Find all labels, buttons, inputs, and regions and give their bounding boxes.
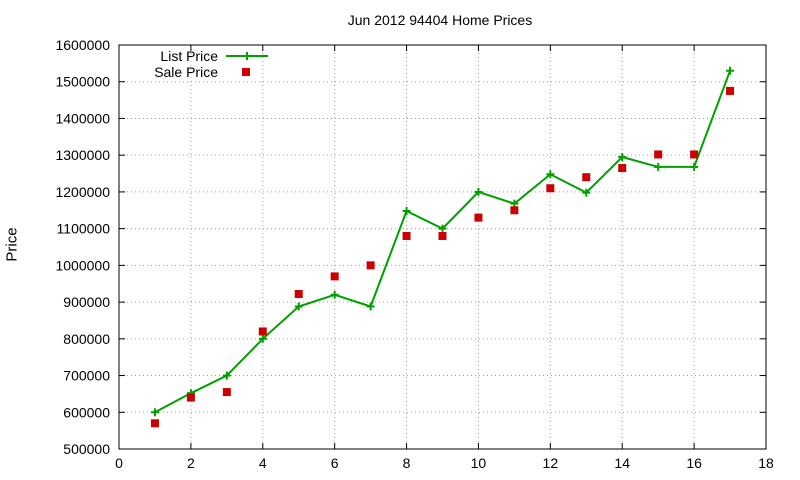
list-price-point [474,187,483,196]
sale-price-point [690,150,699,159]
chart-title: Jun 2012 94404 Home Prices [347,12,533,28]
sale-price-point [258,327,267,336]
y-tick-label: 1400000 [55,110,110,126]
x-tick-label: 10 [471,455,487,471]
sale-price-point [402,231,411,240]
sale-price-point [654,150,663,159]
sale-price-point [186,393,195,402]
list-price-point [618,153,627,162]
sale-price-point [294,290,303,299]
grid [119,45,766,449]
list-price-point [330,290,339,299]
legend-label: List Price [160,48,218,64]
sale-price-point [438,231,447,240]
legend-label: Sale Price [154,64,218,80]
y-tick-label: 500000 [63,441,110,457]
x-tick-label: 16 [686,455,702,471]
sale-price-point [726,86,735,95]
list-price-point [690,162,699,171]
list-price-point [402,207,411,216]
x-tick-label: 4 [259,455,267,471]
list-price-point [582,188,591,197]
x-tick-label: 2 [187,455,195,471]
y-tick-label: 1500000 [55,74,110,90]
y-tick-label: 1100000 [57,221,111,237]
y-tick-label: 1000000 [55,257,110,273]
sale-price-point [330,272,339,281]
sale-price-point [150,419,159,428]
legend-square-swatch [242,68,250,76]
y-tick-label: 900000 [63,294,110,310]
sale-price-point [510,206,519,215]
list-price-point [726,66,735,75]
list-price-point [654,162,663,171]
sale-price-point [618,164,627,173]
sale-price-point [474,213,483,222]
sale-price-point [546,184,555,193]
sale-price-point [582,173,591,182]
x-tick-label: 12 [543,455,559,471]
x-tick-label: 0 [115,455,123,471]
list-price-point [438,224,447,233]
list-price-point [294,302,303,311]
y-tick-label: 700000 [63,368,110,384]
y-tick-label: 600000 [63,404,110,420]
x-tick-label: 6 [331,455,339,471]
list-price-point [366,302,375,311]
series [150,66,735,428]
list-price-point [546,170,555,179]
y-tick-label: 800000 [63,331,110,347]
sale-price-point [222,388,231,397]
legend-plus-swatch [243,52,251,60]
x-tick-label: 14 [614,455,630,471]
x-tick-label: 8 [403,455,411,471]
y-tick-label: 1300000 [55,147,110,163]
list-price-point [258,334,267,343]
y-tick-label: 1600000 [55,37,110,53]
x-tick-label: 18 [758,455,774,471]
list-price-point [150,408,159,417]
list-price-line [154,70,731,414]
list-price-point [222,371,231,380]
plot-frame [118,44,767,450]
sale-price-point [366,261,375,270]
axes: 0 2 4 6 8 10 12 14 16 18 500000 600000 700000 800000 9… [55,37,774,471]
y-tick-label: 1200000 [55,184,110,200]
